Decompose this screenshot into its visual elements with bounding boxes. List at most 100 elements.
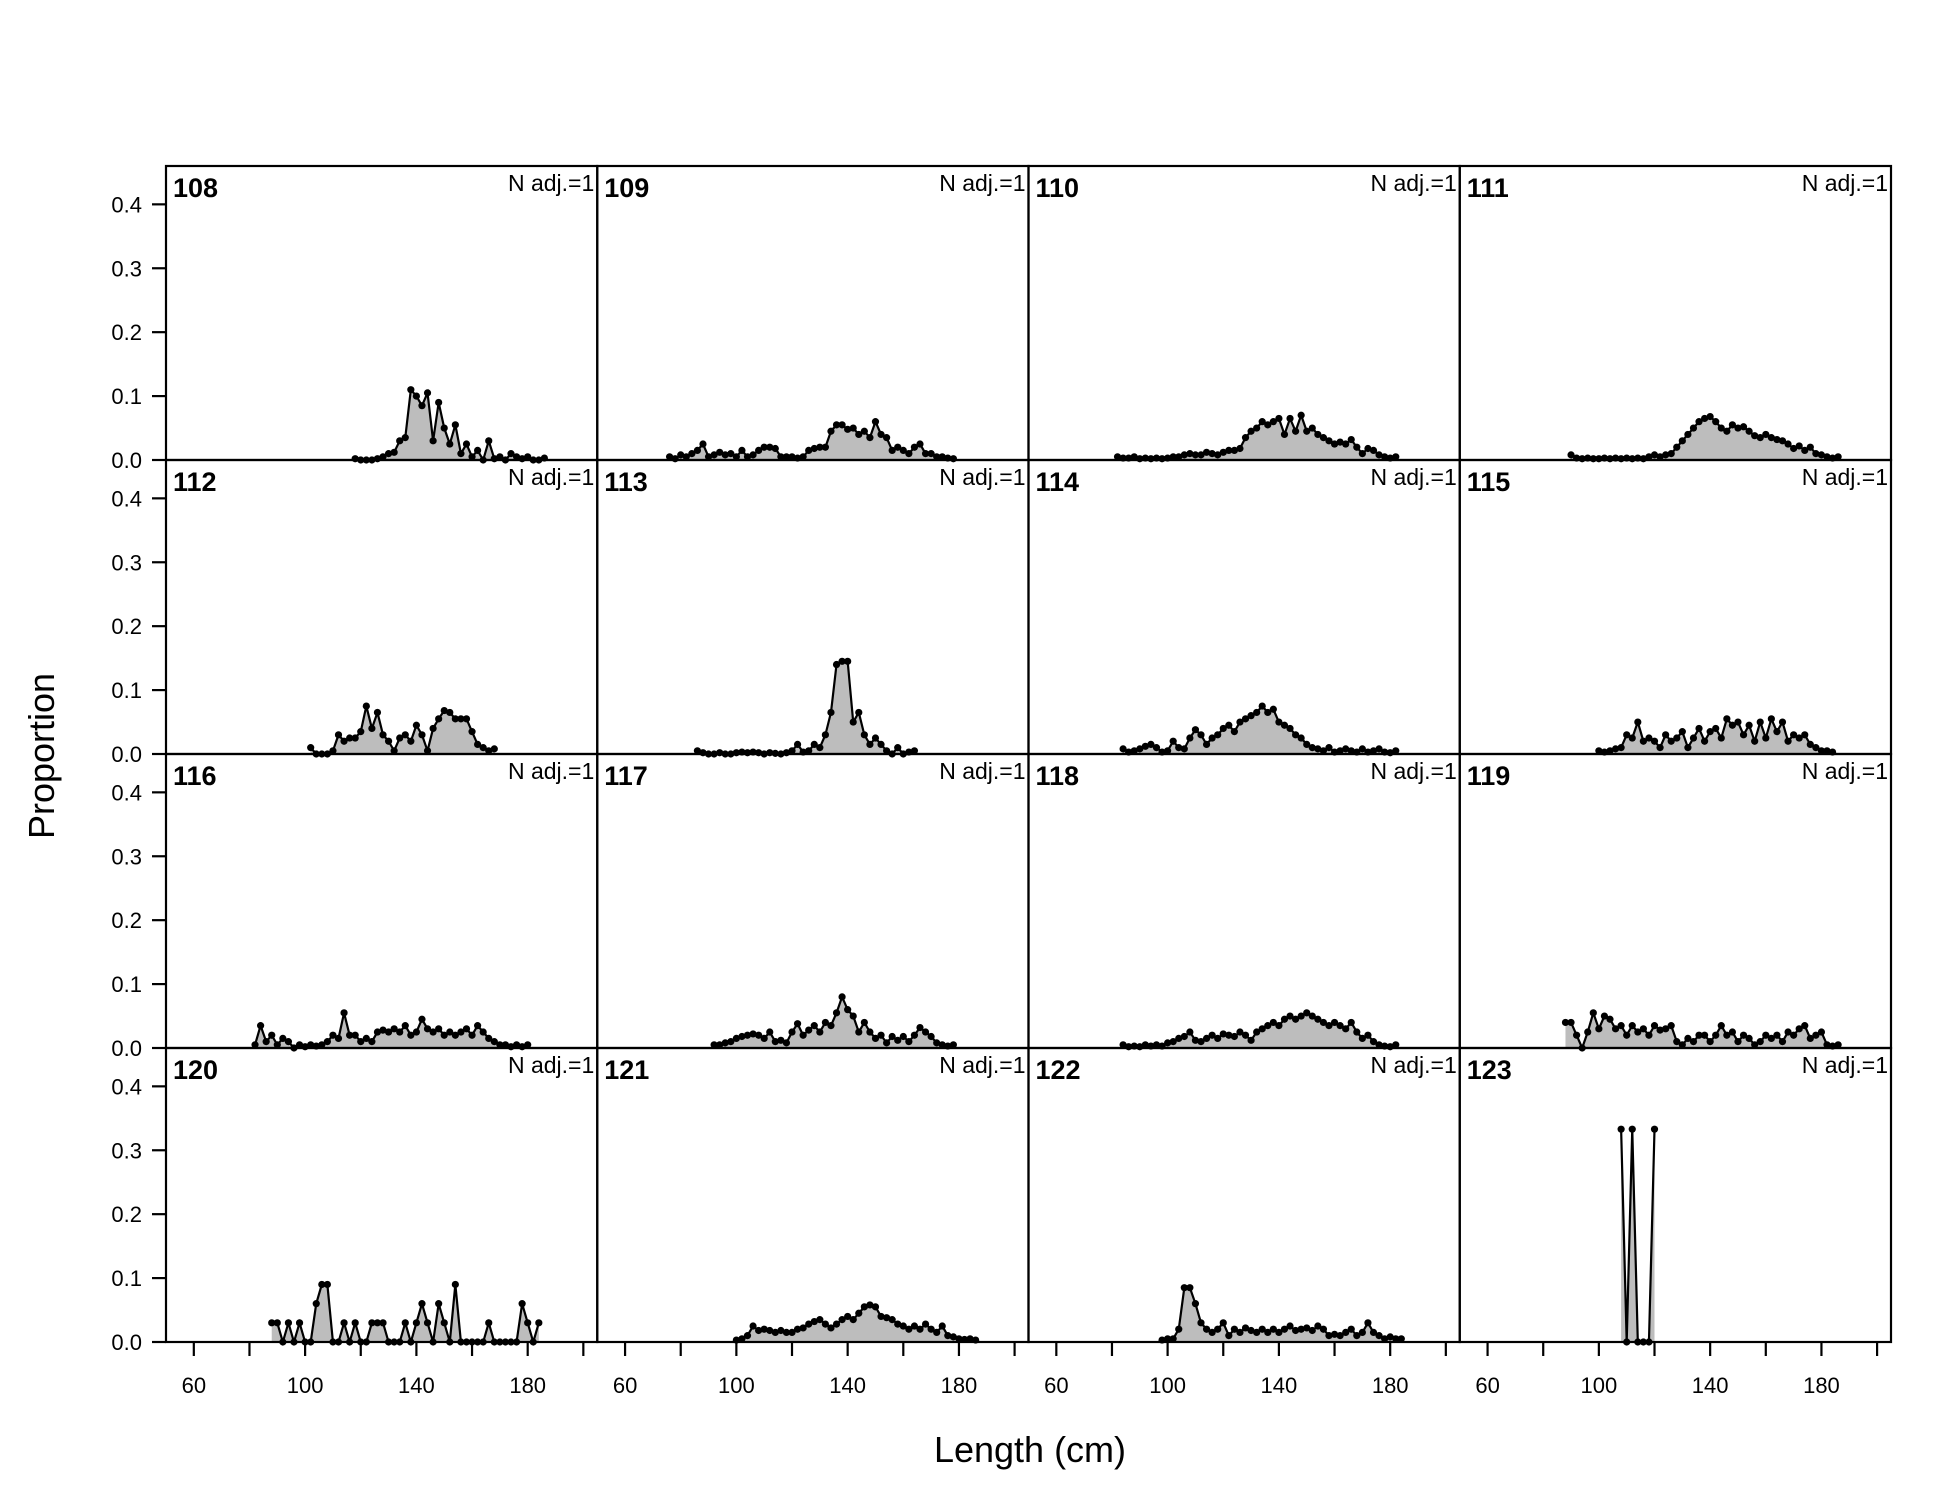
- panel-label-114: 114: [1036, 467, 1080, 497]
- data-point: [423, 389, 432, 397]
- data-point: [1314, 1322, 1322, 1330]
- data-point: [1751, 432, 1759, 440]
- data-point: [821, 1320, 830, 1328]
- data-point: [307, 1041, 315, 1049]
- data-point: [1611, 1025, 1620, 1033]
- data-point: [738, 446, 746, 455]
- data-point: [1258, 702, 1266, 710]
- data-point: [1292, 427, 1300, 435]
- data-point: [832, 421, 841, 429]
- data-point: [284, 1038, 293, 1046]
- x-tick-label: 180: [941, 1373, 978, 1398]
- data-point: [1169, 1038, 1177, 1046]
- data-point: [1717, 1022, 1725, 1030]
- data-point: [888, 1032, 896, 1041]
- data-point: [1790, 1031, 1798, 1039]
- panel-frame-112: [164, 458, 599, 756]
- data-point: [1751, 1041, 1759, 1049]
- data-point: [1645, 1031, 1653, 1039]
- data-point: [894, 1036, 902, 1044]
- data-point: [827, 708, 835, 717]
- x-tick-label: 60: [1475, 1373, 1499, 1398]
- data-point: [1645, 453, 1653, 461]
- data-point: [755, 1326, 763, 1335]
- data-point: [1275, 718, 1283, 726]
- data-point: [1202, 1325, 1211, 1333]
- data-point: [944, 1332, 952, 1340]
- data-point: [1280, 721, 1289, 729]
- area-fill-112: [310, 706, 495, 754]
- data-point: [1342, 1025, 1350, 1033]
- data-point: [860, 427, 868, 435]
- data-point: [816, 1316, 824, 1324]
- data-point: [1662, 451, 1670, 459]
- data-point: [451, 421, 459, 429]
- data-point: [512, 1041, 521, 1049]
- data-point: [490, 745, 498, 753]
- panel-label-117: 117: [604, 761, 648, 791]
- data-point: [1342, 1328, 1350, 1337]
- data-point: [1812, 1031, 1820, 1039]
- data-point: [1756, 1038, 1764, 1046]
- data-point: [1700, 414, 1709, 423]
- panel-frame-121: [596, 1046, 1030, 1344]
- data-point: [933, 1039, 941, 1047]
- data-point: [251, 1041, 259, 1049]
- data-point: [1369, 1038, 1378, 1046]
- data-point: [362, 1034, 370, 1043]
- data-point: [827, 427, 835, 435]
- data-point: [1264, 708, 1272, 717]
- data-point: [1392, 747, 1400, 755]
- data-point: [1745, 721, 1753, 729]
- data-point: [710, 451, 718, 459]
- data-point: [407, 737, 415, 745]
- data-point: [810, 444, 818, 453]
- x-tick-label: 60: [182, 1373, 206, 1398]
- data-point: [916, 440, 924, 448]
- data-point: [1247, 427, 1255, 435]
- data-point: [1219, 724, 1227, 733]
- data-point: [1739, 731, 1748, 739]
- data-point: [1236, 1028, 1244, 1036]
- data-point: [1219, 1030, 1227, 1038]
- n-adj-label: N adj.=1: [508, 1052, 594, 1078]
- data-point: [732, 453, 740, 461]
- data-point: [755, 1031, 763, 1039]
- data-point: [1141, 1041, 1149, 1049]
- data-point: [379, 1319, 387, 1327]
- data-point: [1386, 1333, 1394, 1341]
- data-point: [1628, 734, 1636, 742]
- x-tick-label: 60: [1044, 1373, 1068, 1398]
- data-point: [1795, 442, 1803, 450]
- data-point: [805, 446, 813, 455]
- data-point: [743, 1031, 752, 1039]
- panel-117: 117 N adj.=1: [596, 752, 1030, 1050]
- data-point: [418, 731, 426, 739]
- data-point: [340, 1009, 348, 1017]
- data-point: [1286, 724, 1294, 733]
- panel-frame-117: [596, 752, 1030, 1050]
- data-point: [1392, 453, 1400, 461]
- data-point: [1208, 1328, 1216, 1337]
- panel-111: 111 N adj.=1: [1458, 164, 1893, 463]
- panel-115: 115 N adj.=1: [1458, 458, 1893, 756]
- data-point: [1650, 1022, 1659, 1030]
- y-axis-title: Proportion: [21, 673, 62, 839]
- data-point: [955, 1335, 963, 1343]
- data-point: [949, 455, 957, 463]
- data-point: [1303, 740, 1311, 749]
- data-point: [677, 451, 685, 459]
- data-point: [535, 1319, 543, 1327]
- data-point: [1364, 444, 1372, 453]
- data-point: [816, 443, 824, 451]
- panel-frame-119: [1458, 752, 1893, 1050]
- data-point: [462, 715, 471, 723]
- panel-frame-113: [596, 458, 1030, 756]
- data-point: [1375, 1041, 1383, 1049]
- data-point: [457, 1028, 465, 1036]
- data-point: [1795, 1025, 1803, 1033]
- data-point: [927, 1325, 935, 1333]
- data-point: [1745, 1034, 1753, 1043]
- data-point: [1369, 446, 1378, 455]
